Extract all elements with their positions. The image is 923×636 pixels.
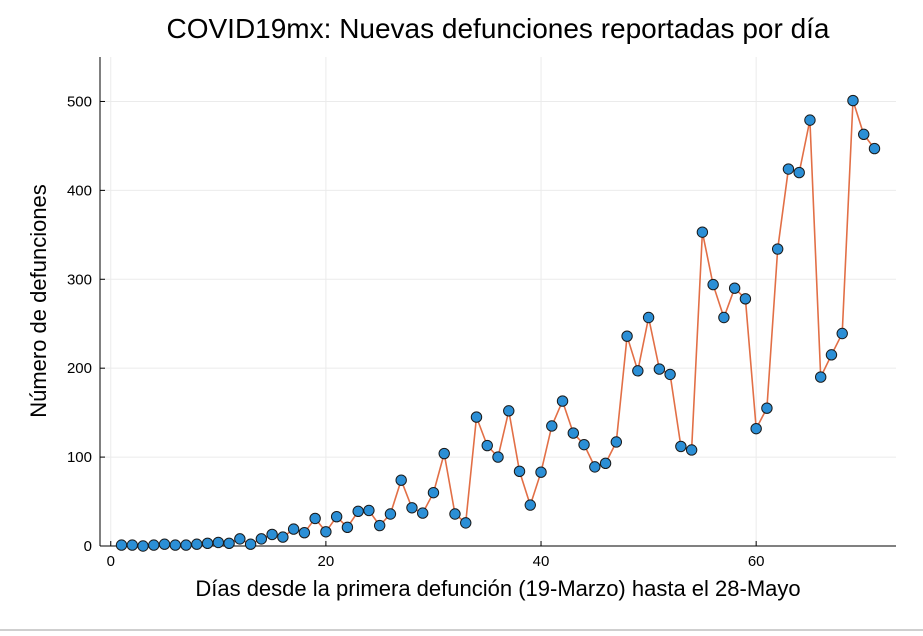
data-point xyxy=(126,539,138,551)
data-point xyxy=(761,402,773,414)
data-point xyxy=(685,444,698,456)
data-point xyxy=(492,451,504,463)
data-point xyxy=(664,368,676,381)
data-point xyxy=(696,226,709,238)
y-tick-label: 400 xyxy=(67,182,92,199)
data-point xyxy=(524,499,536,511)
data-point xyxy=(728,282,741,294)
x-tick-label: 20 xyxy=(318,553,335,570)
data-point xyxy=(535,466,547,478)
data-point xyxy=(234,533,246,545)
series-deaths xyxy=(115,94,881,552)
data-point xyxy=(503,405,515,417)
data-point xyxy=(352,505,364,518)
data-point xyxy=(223,537,235,550)
data-point xyxy=(287,523,300,535)
data-point xyxy=(406,502,418,514)
data-point xyxy=(255,533,268,545)
data-point xyxy=(191,538,203,550)
data-point xyxy=(632,365,644,377)
x-tick-label: 60 xyxy=(748,553,765,570)
data-point xyxy=(739,293,752,305)
y-tick-label: 100 xyxy=(67,449,92,466)
data-point xyxy=(373,519,386,532)
data-point xyxy=(771,243,784,255)
data-point xyxy=(201,537,214,550)
data-point xyxy=(825,349,838,361)
data-point xyxy=(158,538,171,550)
data-point xyxy=(782,163,795,175)
data-point xyxy=(642,311,655,324)
data-point xyxy=(330,510,343,523)
data-point xyxy=(460,517,472,529)
x-axis-label: Días desde la primera defunción (19-Marz… xyxy=(195,576,800,601)
data-point xyxy=(449,508,461,520)
data-point xyxy=(589,461,601,473)
y-tick-label: 200 xyxy=(67,360,92,377)
data-point xyxy=(320,526,332,538)
data-point xyxy=(567,427,579,439)
data-point xyxy=(309,512,321,525)
data-point xyxy=(546,420,558,432)
data-point xyxy=(266,528,278,541)
data-point xyxy=(244,538,257,550)
data-point xyxy=(438,447,450,460)
grid-lines xyxy=(100,57,896,547)
data-point xyxy=(610,436,623,448)
data-point xyxy=(815,371,827,383)
data-point xyxy=(868,142,881,155)
data-point xyxy=(115,539,128,551)
data-point xyxy=(513,465,526,478)
data-point xyxy=(212,536,225,549)
data-point xyxy=(718,311,730,324)
data-point xyxy=(793,166,805,179)
data-point xyxy=(481,439,493,452)
data-point xyxy=(137,540,149,552)
data-point xyxy=(341,521,354,534)
data-point xyxy=(804,114,816,126)
data-point xyxy=(417,507,429,519)
y-tick-label: 500 xyxy=(67,93,92,110)
data-point xyxy=(599,457,612,470)
data-point xyxy=(384,508,397,520)
tick-labels: 0 20 40 60 0 100 200 300 400 500 xyxy=(67,93,765,570)
data-point xyxy=(858,128,870,141)
data-point xyxy=(621,330,633,342)
y-tick-label: 0 xyxy=(84,538,92,555)
y-axis-label: Número de defunciones xyxy=(26,184,51,418)
data-point xyxy=(653,363,666,375)
data-point xyxy=(395,474,407,486)
data-point xyxy=(578,438,590,451)
window-bottom-border xyxy=(0,629,923,631)
data-point xyxy=(556,395,569,407)
series-line xyxy=(121,100,876,547)
data-point xyxy=(707,278,719,291)
x-tick-label: 40 xyxy=(533,553,550,570)
data-point xyxy=(836,327,848,340)
x-tick-label: 0 xyxy=(107,553,115,570)
axes xyxy=(99,57,896,547)
data-point xyxy=(750,422,762,435)
data-point xyxy=(363,504,375,517)
data-point xyxy=(277,531,289,543)
chart-title: COVID19mx: Nuevas defunciones reportadas… xyxy=(166,13,829,44)
data-point xyxy=(148,539,160,551)
data-point xyxy=(675,440,687,453)
data-point xyxy=(169,539,181,551)
data-point xyxy=(427,486,440,499)
data-point xyxy=(470,411,483,423)
y-tick-label: 300 xyxy=(67,271,92,288)
data-point xyxy=(180,539,192,551)
data-point xyxy=(847,94,859,107)
data-point xyxy=(298,526,311,539)
